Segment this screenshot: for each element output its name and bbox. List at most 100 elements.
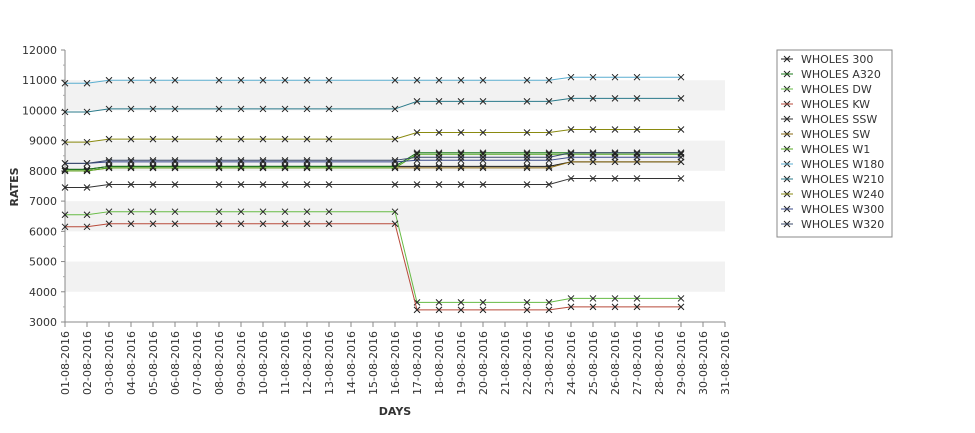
data-point — [457, 76, 465, 84]
data-point — [149, 105, 157, 113]
data-point — [677, 73, 685, 81]
data-point — [61, 138, 69, 146]
data-point — [633, 95, 641, 102]
x-tick-label: 11-08-2016 — [279, 331, 292, 395]
data-point — [589, 303, 597, 311]
data-point — [435, 181, 443, 188]
data-point — [325, 164, 333, 172]
series-line — [65, 177, 681, 189]
legend-label: WHOLES W210 — [801, 173, 884, 186]
data-point — [259, 105, 267, 113]
x-tick-label: 10-08-2016 — [257, 331, 270, 395]
data-point — [61, 159, 69, 167]
data-point — [61, 184, 69, 191]
data-point — [83, 79, 91, 87]
data-point — [677, 95, 685, 102]
series-line — [65, 156, 681, 164]
data-point — [105, 156, 113, 164]
data-point — [237, 135, 245, 143]
data-point — [479, 129, 487, 136]
x-tick-label: 01-08-2016 — [59, 331, 72, 395]
data-point — [611, 175, 619, 182]
x-tick-label: 27-08-2016 — [631, 331, 644, 395]
data-point — [105, 135, 113, 143]
x-tick-label: 24-08-2016 — [565, 331, 578, 395]
data-point — [325, 181, 333, 188]
legend-label: WHOLES KW — [801, 98, 870, 111]
data-point — [545, 153, 553, 161]
x-tick-label: 12-08-2016 — [301, 331, 314, 395]
legend-label: WHOLES W1 — [801, 143, 870, 156]
data-point — [611, 126, 619, 133]
data-point — [523, 164, 531, 172]
data-point — [633, 149, 641, 157]
data-point — [611, 295, 619, 302]
data-point — [567, 126, 575, 133]
data-point — [149, 76, 157, 84]
data-point — [61, 108, 69, 116]
data-point — [611, 303, 619, 311]
legend-box — [776, 49, 893, 238]
data-point — [457, 299, 465, 306]
data-point — [303, 156, 311, 164]
data-point — [237, 220, 245, 228]
data-point — [633, 73, 641, 81]
data-point — [479, 150, 487, 158]
series-line — [65, 152, 681, 164]
legend-label: WHOLES SW — [801, 128, 870, 141]
data-point — [127, 164, 135, 172]
x-tick-label: 16-08-2016 — [389, 331, 402, 395]
x-tick-label: 18-08-2016 — [433, 331, 446, 395]
data-point — [435, 153, 443, 161]
data-point — [259, 208, 267, 216]
x-tick-label: 19-08-2016 — [455, 331, 468, 395]
data-point — [391, 164, 399, 172]
grid-band — [65, 80, 725, 111]
data-point — [391, 135, 399, 143]
data-point — [237, 76, 245, 84]
data-point — [83, 211, 91, 219]
data-point — [435, 150, 443, 158]
data-point — [589, 73, 597, 81]
data-point — [413, 129, 421, 136]
data-point — [127, 135, 135, 143]
data-point — [149, 156, 157, 164]
data-point — [325, 208, 333, 216]
data-point — [259, 156, 267, 164]
data-point — [545, 299, 553, 306]
data-point — [545, 181, 553, 188]
x-tick-label: 29-08-2016 — [675, 331, 688, 395]
data-point — [479, 76, 487, 84]
data-point — [677, 126, 685, 133]
data-point — [413, 164, 421, 172]
series — [61, 150, 685, 175]
data-point — [105, 181, 113, 188]
data-point — [83, 223, 91, 231]
y-tick-label: 12000 — [22, 44, 57, 57]
data-point — [633, 175, 641, 182]
x-tick-label: 07-08-2016 — [191, 331, 204, 395]
data-point — [391, 181, 399, 188]
axes: 3000 4000 5000 6000 7000 8000 9000 10000 11000 12… — [22, 44, 732, 395]
series — [61, 175, 685, 191]
x-tick-label: 28-08-2016 — [653, 331, 666, 395]
data-point — [611, 149, 619, 157]
data-point — [171, 105, 179, 113]
data-point — [567, 175, 575, 182]
data-point — [435, 129, 443, 136]
data-point — [391, 208, 399, 216]
data-point — [479, 98, 487, 105]
data-point — [391, 105, 399, 113]
data-point — [127, 220, 135, 228]
data-point — [105, 220, 113, 228]
data-point — [259, 220, 267, 228]
legend-label: WHOLES A320 — [801, 68, 881, 81]
data-point — [149, 208, 157, 216]
series — [61, 149, 685, 167]
data-point — [479, 164, 487, 172]
data-point — [281, 208, 289, 216]
data-point — [589, 149, 597, 157]
data-point — [325, 105, 333, 113]
data-point — [149, 181, 157, 188]
